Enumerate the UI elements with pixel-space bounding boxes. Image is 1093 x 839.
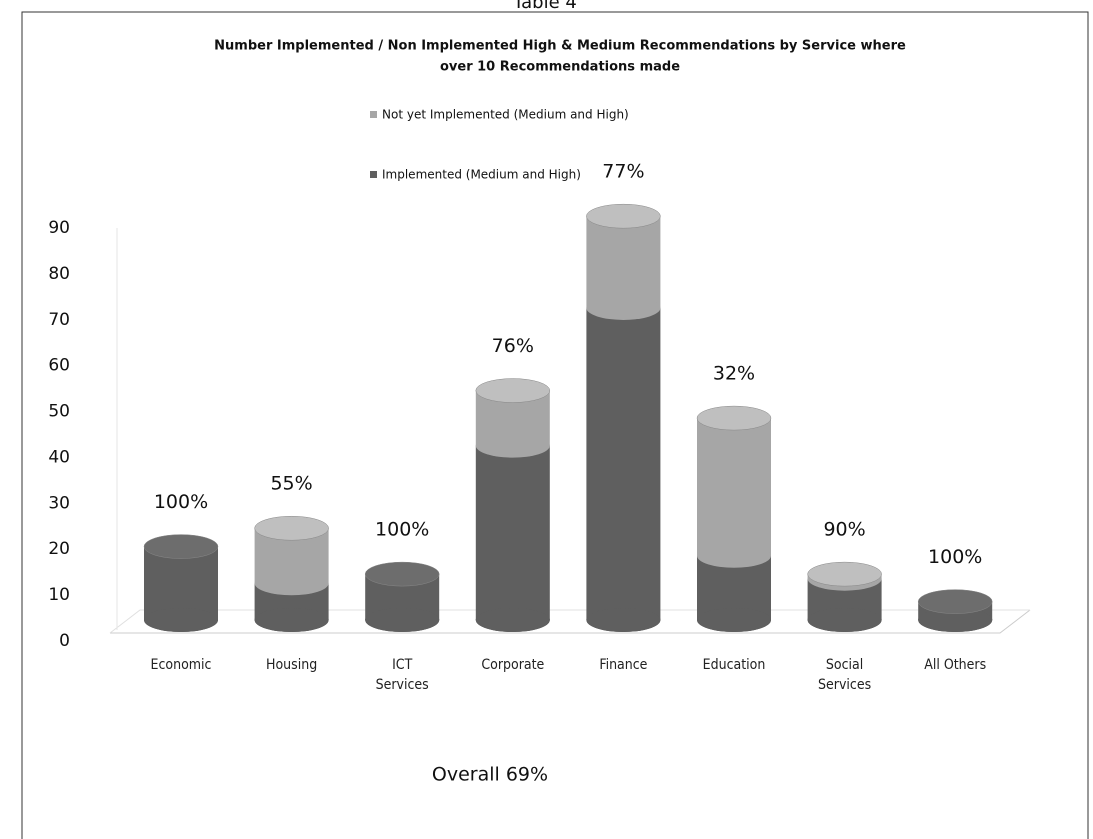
legend-swatch — [370, 111, 377, 118]
data-annotation: 77% — [602, 161, 644, 183]
cylinder-top — [696, 405, 772, 431]
x-tick-label: Economic — [150, 657, 212, 673]
y-tick-label: 60 — [48, 356, 70, 376]
cylinder-top — [254, 515, 329, 541]
chart-title: over 10 Recommendations made — [440, 60, 680, 75]
data-annotation: 55% — [270, 473, 312, 495]
x-tick-label: Finance — [599, 657, 648, 673]
x-tick-label: All Others — [924, 657, 987, 673]
segment-bottom — [254, 608, 329, 632]
data-annotation: 76% — [492, 335, 534, 357]
y-tick-label: 50 — [48, 402, 70, 422]
segment-bottom — [475, 608, 550, 632]
x-tick-label: ICT Services — [375, 657, 429, 693]
y-tick-label: 70 — [48, 310, 70, 330]
y-tick-label: 20 — [48, 539, 70, 559]
floor — [110, 609, 1031, 634]
segment-bottom — [807, 608, 882, 632]
footer-note: Overall 69% — [432, 764, 548, 786]
data-annotation: 90% — [823, 519, 865, 541]
cylinder-top — [586, 203, 661, 229]
floor-back — [109, 609, 1030, 634]
x-tick-label: Education — [702, 657, 766, 673]
cylinder-top — [917, 589, 993, 614]
y-tick-label: 90 — [48, 218, 70, 238]
x-tick-label: Social Services — [818, 657, 872, 693]
segment-bottom — [586, 295, 661, 320]
legend-swatch — [370, 171, 377, 178]
y-tick-label: 0 — [59, 631, 70, 651]
y-tick-label: 40 — [48, 447, 70, 467]
segment-bottom — [586, 608, 661, 632]
x-tick-label: Corporate — [481, 657, 545, 673]
chart-frame — [21, 11, 1089, 839]
data-annotation: 100% — [154, 491, 208, 513]
segment-bottom — [254, 571, 329, 596]
cylinder-top — [364, 561, 440, 587]
segment-bottom — [697, 608, 771, 632]
segment-bottom — [365, 608, 440, 632]
bar-segment — [586, 216, 661, 308]
chart-title: Number Implemented / Non Implemented Hig… — [214, 39, 906, 54]
bar-segment — [697, 418, 771, 556]
header: Table 4 — [512, 0, 577, 13]
legend-label: Not yet Implemented (Medium and High) — [382, 108, 629, 122]
y-tick-label: 30 — [48, 493, 70, 513]
data-annotation: 100% — [928, 546, 982, 568]
segment-bottom — [475, 433, 550, 458]
segment-bottom — [697, 543, 771, 568]
bar-segment — [475, 445, 550, 620]
data-annotation: 32% — [713, 363, 755, 385]
segment-bottom — [144, 608, 218, 632]
segment-bottom — [918, 608, 993, 632]
bar-segment — [586, 307, 661, 620]
y-tick-label: 80 — [48, 264, 70, 284]
cylinder-top — [807, 561, 882, 587]
data-annotation: 100% — [375, 519, 429, 541]
y-tick-label: 10 — [48, 585, 70, 605]
cylinder-top — [143, 534, 219, 559]
legend-label: Implemented (Medium and High) — [382, 168, 581, 182]
cylinder-top — [475, 378, 551, 403]
x-tick-label: Housing — [265, 657, 318, 673]
